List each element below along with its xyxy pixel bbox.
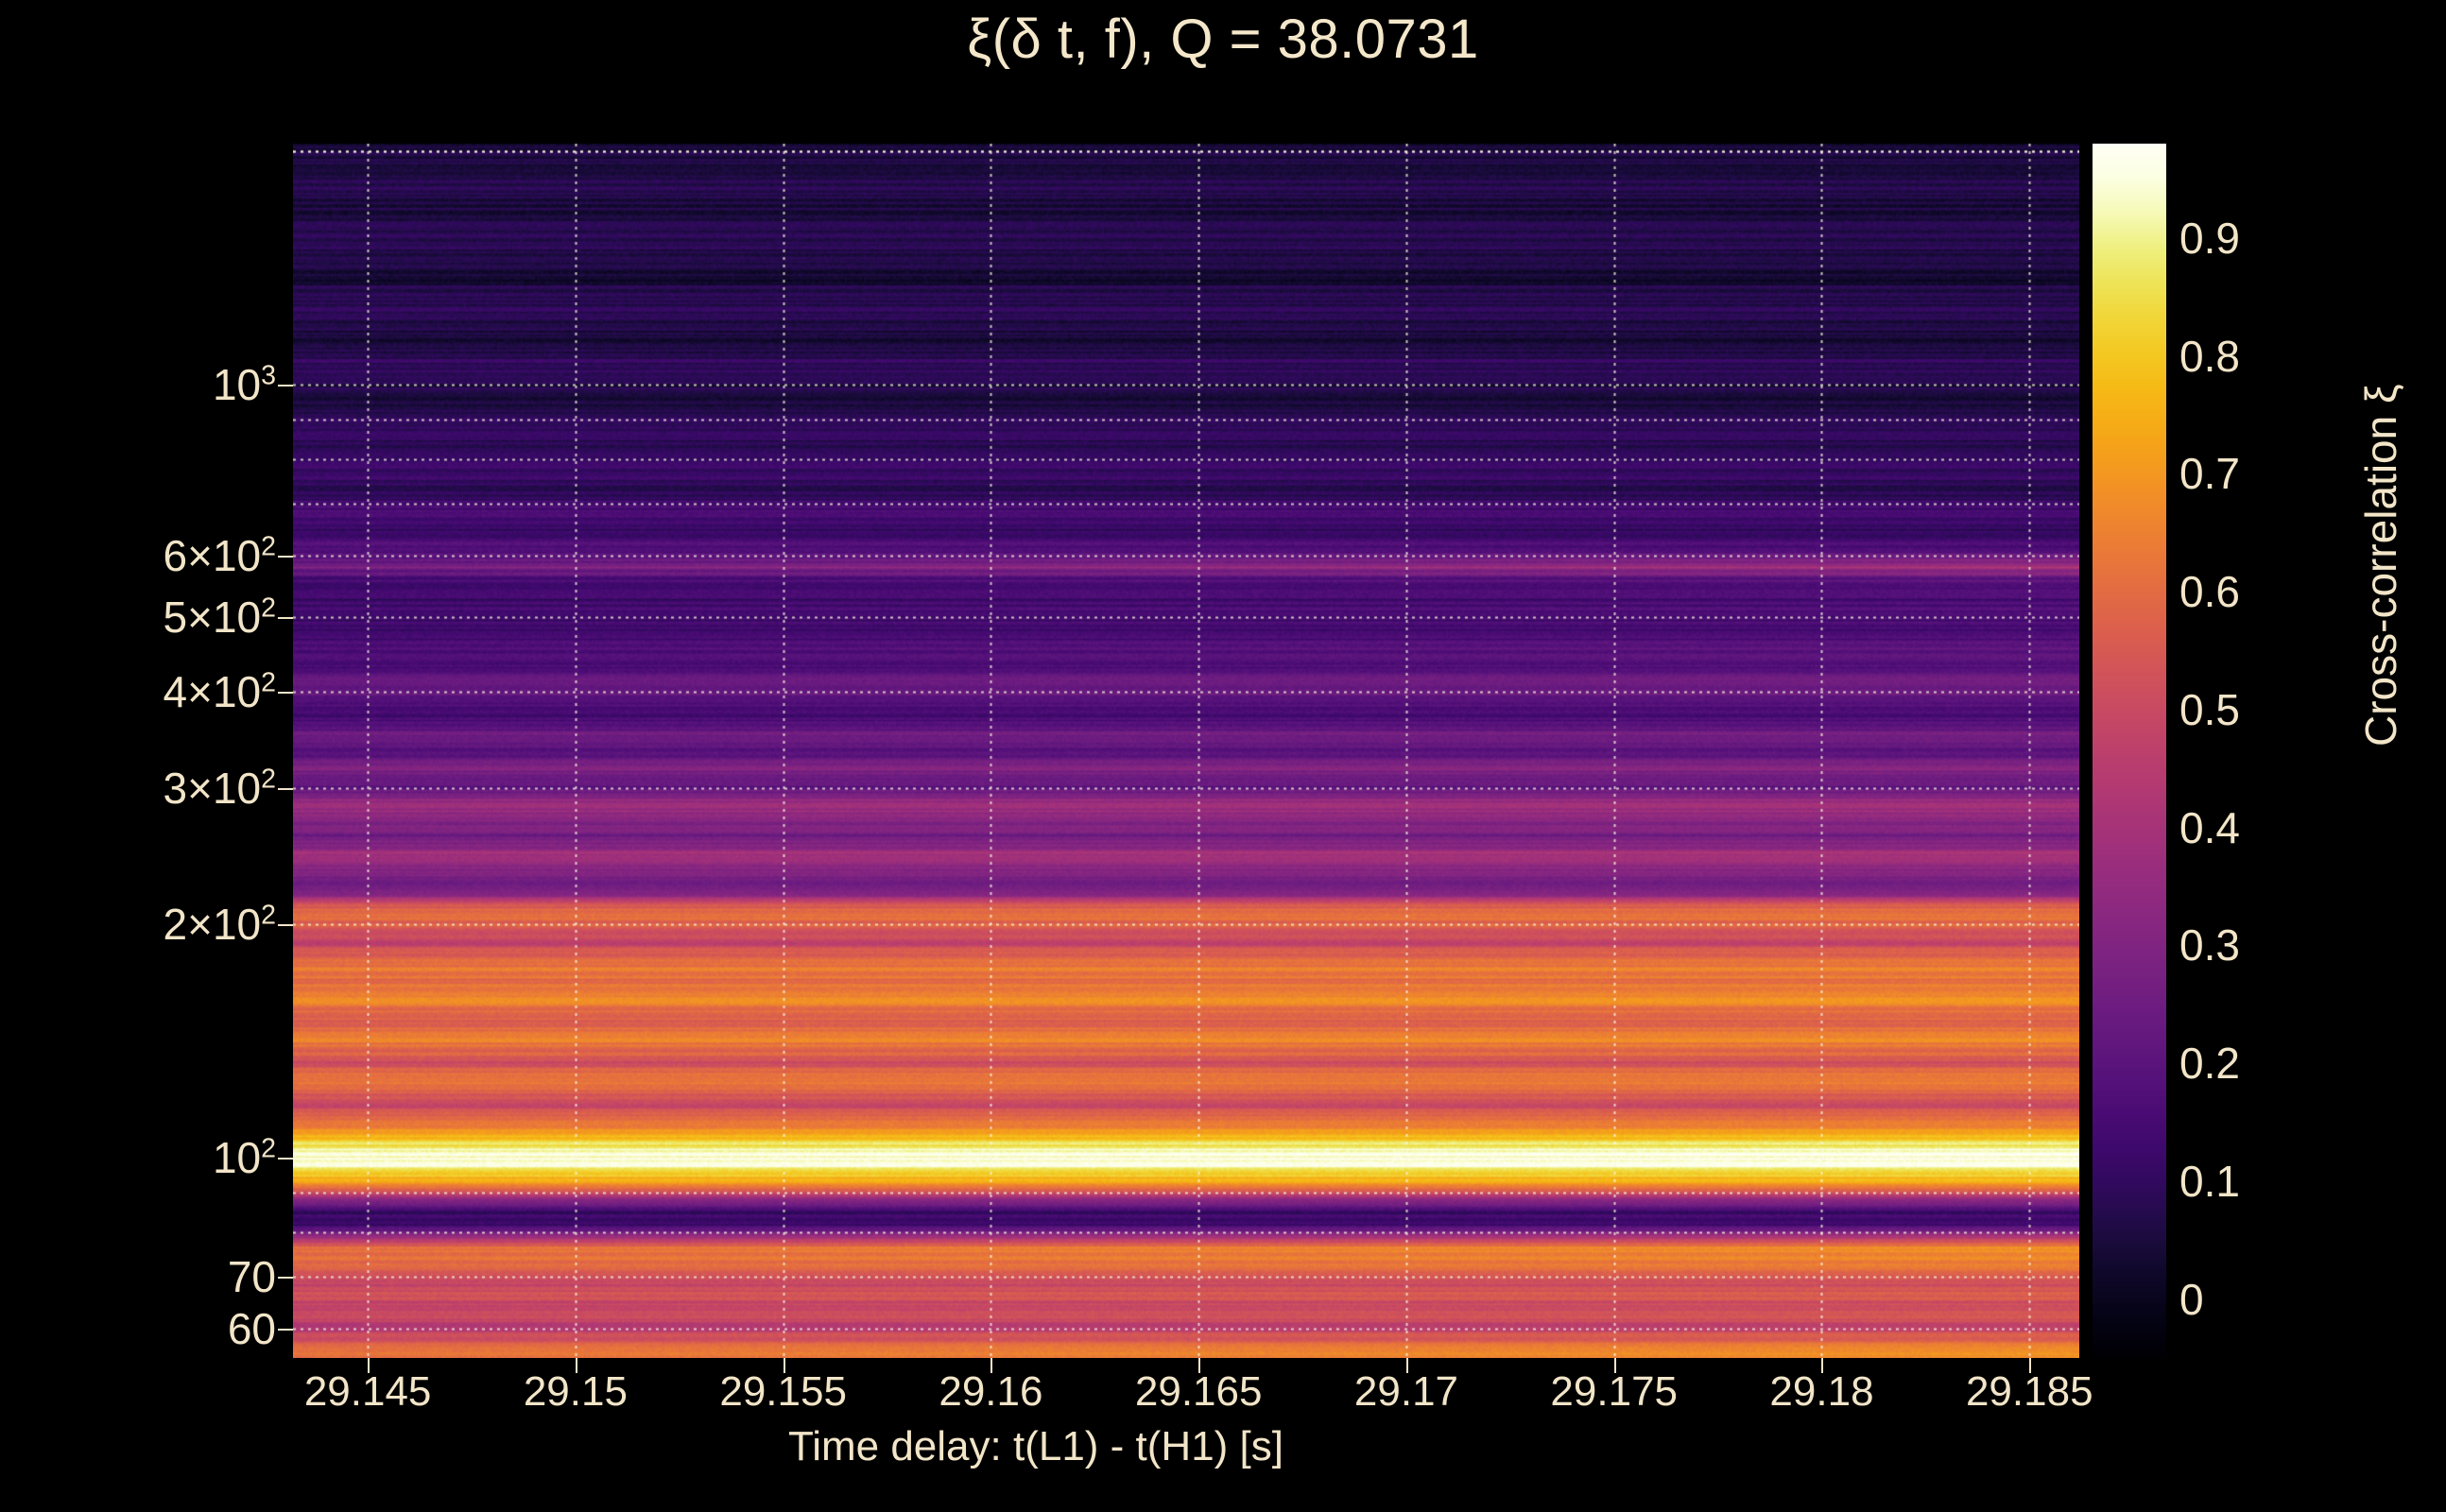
y-tick-label: 102 bbox=[212, 1132, 276, 1182]
x-tick-label: 29.15 bbox=[523, 1368, 628, 1415]
x-tick-mark bbox=[2029, 1358, 2031, 1373]
x-tick-mark bbox=[1821, 1358, 1823, 1373]
x-tick-mark bbox=[576, 1358, 577, 1373]
y-tick-label: 60 bbox=[227, 1304, 276, 1354]
y-tick-mark bbox=[278, 692, 293, 694]
x-tick-label: 29.155 bbox=[719, 1368, 847, 1415]
x-tick-mark bbox=[1406, 1358, 1408, 1373]
colorbar-tick-label: 0.6 bbox=[2179, 567, 2240, 617]
colorbar-tick-label: 0 bbox=[2179, 1274, 2204, 1324]
y-tick-label: 3×102 bbox=[163, 764, 276, 814]
colorbar-gradient bbox=[2093, 144, 2166, 1358]
colorbar-tick-label: 0.3 bbox=[2179, 920, 2240, 971]
x-tick-mark bbox=[784, 1358, 785, 1373]
x-tick-mark bbox=[368, 1358, 370, 1373]
colorbar-tick-label: 0.7 bbox=[2179, 449, 2240, 499]
heatmap-image bbox=[293, 144, 2079, 1358]
x-tick-label: 29.165 bbox=[1134, 1368, 1263, 1415]
heatmap-plot-area[interactable] bbox=[293, 144, 2079, 1358]
y-tick-mark bbox=[278, 617, 293, 619]
x-tick-label: 29.185 bbox=[1965, 1368, 2093, 1415]
y-tick-mark bbox=[278, 556, 293, 558]
x-tick-mark bbox=[1614, 1358, 1616, 1373]
colorbar-tick-label: 0.4 bbox=[2179, 802, 2240, 852]
y-tick-label: 2×102 bbox=[163, 900, 276, 950]
y-tick-mark bbox=[278, 1329, 293, 1331]
colorbar[interactable] bbox=[2093, 144, 2166, 1358]
x-tick-label: 29.18 bbox=[1769, 1368, 1874, 1415]
colorbar-tick-label: 0.2 bbox=[2179, 1039, 2240, 1089]
x-tick-mark bbox=[990, 1358, 992, 1373]
x-tick-label: 29.175 bbox=[1550, 1368, 1679, 1415]
y-tick-label: 5×102 bbox=[163, 592, 276, 642]
y-tick-label: 103 bbox=[212, 359, 276, 409]
colorbar-tick-label: 0.8 bbox=[2179, 331, 2240, 381]
x-axis-title: Time delay: t(L1) - t(H1) [s] bbox=[787, 1423, 1283, 1469]
colorbar-title: Cross-correlation ξ bbox=[2356, 384, 2405, 747]
x-tick-label: 29.145 bbox=[303, 1368, 432, 1415]
colorbar-tick-label: 0.9 bbox=[2179, 213, 2240, 263]
colorbar-tick-label: 0.1 bbox=[2179, 1156, 2240, 1206]
y-tick-mark bbox=[278, 788, 293, 790]
x-tick-label: 29.16 bbox=[939, 1368, 1043, 1415]
y-tick-mark bbox=[278, 385, 293, 387]
page-title: ξ(δ t, f), Q = 38.0731 bbox=[967, 9, 1479, 70]
colorbar-tick-label: 0.5 bbox=[2179, 684, 2240, 734]
y-tick-mark bbox=[278, 924, 293, 926]
y-tick-label: 6×102 bbox=[163, 531, 276, 581]
x-tick-label: 29.17 bbox=[1353, 1368, 1459, 1415]
y-tick-label: 4×102 bbox=[163, 667, 276, 717]
y-tick-mark bbox=[278, 1158, 293, 1160]
y-tick-label: 70 bbox=[227, 1252, 276, 1302]
y-tick-mark bbox=[278, 1277, 293, 1279]
x-tick-mark bbox=[1198, 1358, 1200, 1373]
